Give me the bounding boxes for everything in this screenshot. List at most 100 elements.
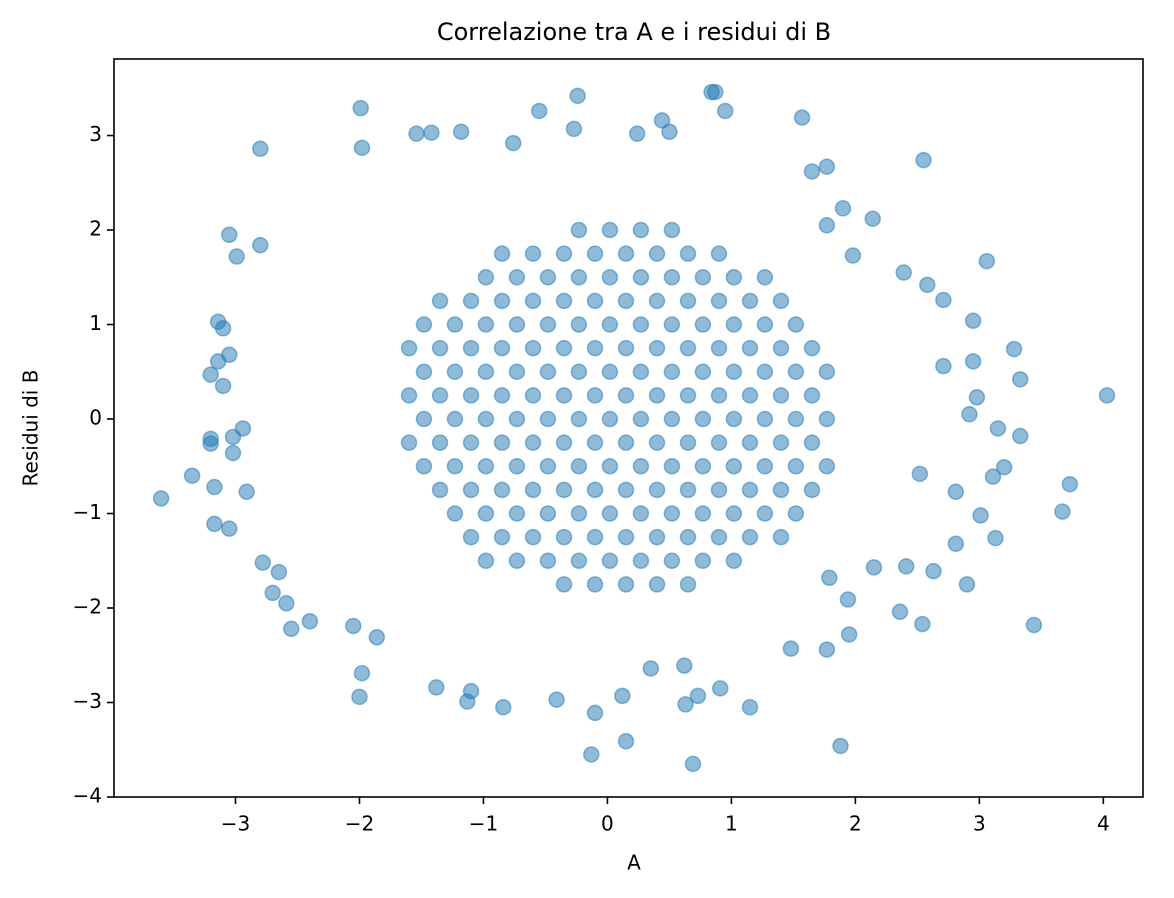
point bbox=[570, 269, 588, 286]
point bbox=[787, 505, 805, 522]
point bbox=[818, 217, 836, 234]
point bbox=[353, 664, 371, 682]
point bbox=[493, 292, 511, 310]
point bbox=[462, 481, 480, 499]
point bbox=[351, 688, 368, 706]
point bbox=[586, 387, 604, 404]
point bbox=[725, 458, 743, 475]
point bbox=[548, 691, 565, 708]
point bbox=[301, 612, 319, 630]
point bbox=[915, 151, 932, 169]
point bbox=[586, 292, 604, 310]
point bbox=[756, 316, 774, 333]
point bbox=[601, 458, 619, 475]
point bbox=[972, 507, 989, 524]
point bbox=[756, 458, 774, 475]
point bbox=[617, 481, 635, 499]
point bbox=[1098, 387, 1116, 404]
point bbox=[725, 410, 743, 428]
point bbox=[202, 366, 219, 383]
point bbox=[504, 134, 522, 152]
points bbox=[152, 83, 1116, 773]
point bbox=[964, 353, 982, 370]
point bbox=[710, 339, 728, 357]
y-tick-label: −3 bbox=[73, 689, 102, 713]
point bbox=[601, 363, 619, 381]
y-tick-label: −4 bbox=[73, 784, 102, 808]
point bbox=[539, 552, 557, 570]
point bbox=[586, 528, 604, 546]
point bbox=[710, 434, 728, 451]
point bbox=[278, 595, 295, 612]
point bbox=[756, 363, 774, 381]
point bbox=[617, 292, 635, 310]
point bbox=[462, 292, 480, 310]
y-tick-label: 2 bbox=[89, 217, 102, 241]
point bbox=[570, 552, 588, 570]
point bbox=[968, 389, 986, 406]
point bbox=[283, 620, 300, 638]
point bbox=[221, 346, 238, 364]
point bbox=[586, 704, 604, 722]
point bbox=[408, 125, 425, 142]
point bbox=[710, 245, 728, 262]
x-tick-label: 2 bbox=[849, 812, 862, 836]
point bbox=[772, 481, 790, 499]
point bbox=[493, 481, 511, 499]
point bbox=[818, 641, 836, 658]
point bbox=[431, 339, 449, 357]
point bbox=[221, 226, 238, 244]
point bbox=[648, 245, 666, 262]
y-tick-label: −1 bbox=[73, 500, 102, 524]
point bbox=[570, 221, 588, 239]
point bbox=[741, 292, 759, 310]
point bbox=[462, 682, 480, 700]
point bbox=[679, 576, 697, 593]
point bbox=[679, 339, 697, 357]
point bbox=[477, 269, 495, 286]
point bbox=[462, 339, 480, 357]
point bbox=[661, 123, 678, 141]
point bbox=[710, 292, 728, 310]
point bbox=[648, 387, 666, 404]
point bbox=[772, 292, 790, 310]
point bbox=[725, 316, 743, 333]
point bbox=[689, 687, 707, 705]
point bbox=[642, 660, 660, 677]
point bbox=[446, 505, 464, 522]
point bbox=[832, 737, 849, 755]
point bbox=[925, 562, 942, 580]
y-tick-label: −2 bbox=[73, 595, 102, 619]
point bbox=[756, 410, 774, 428]
point bbox=[628, 125, 646, 142]
point bbox=[694, 458, 712, 475]
point bbox=[895, 264, 912, 281]
point bbox=[803, 434, 821, 451]
point bbox=[508, 410, 526, 428]
point bbox=[725, 505, 743, 522]
point bbox=[787, 410, 805, 428]
point bbox=[462, 434, 480, 451]
point bbox=[694, 552, 712, 570]
point bbox=[725, 552, 743, 570]
point bbox=[679, 387, 697, 404]
plot-frame bbox=[113, 58, 1144, 798]
point bbox=[539, 363, 557, 381]
point bbox=[446, 458, 464, 475]
point bbox=[477, 552, 495, 570]
point bbox=[935, 291, 952, 309]
point bbox=[539, 505, 557, 522]
point bbox=[756, 269, 774, 286]
point bbox=[834, 200, 852, 217]
point bbox=[782, 640, 800, 657]
point bbox=[818, 158, 836, 175]
point bbox=[772, 434, 790, 451]
point bbox=[741, 387, 759, 404]
point bbox=[446, 410, 464, 428]
point bbox=[477, 458, 495, 475]
point bbox=[221, 520, 238, 537]
x-tick-label: 3 bbox=[973, 812, 986, 836]
point bbox=[741, 434, 759, 451]
point bbox=[663, 552, 681, 570]
point bbox=[663, 458, 681, 475]
